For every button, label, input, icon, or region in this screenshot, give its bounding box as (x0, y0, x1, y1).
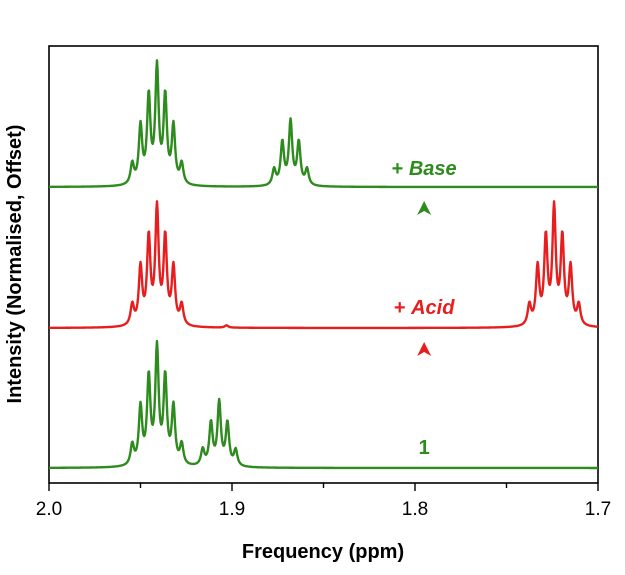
series-label-3: + Base (392, 158, 457, 180)
series-label-part: 1 (419, 437, 430, 459)
plot-frame (48, 45, 599, 484)
arrow-head-2 (417, 201, 432, 215)
x-tick-label: 1.8 (402, 499, 428, 520)
traces-group (48, 59, 599, 470)
series-label-part: Base (409, 158, 457, 180)
trace-labels-group: 1+ Acid+ Base (392, 158, 457, 459)
x-axis-title: Frequency (ppm) (242, 541, 404, 563)
series-line-2 (48, 200, 599, 330)
arrow-head-1 (417, 342, 432, 356)
y-axis-title: Intensity (Normalised, Offset) (4, 125, 26, 404)
series-line-3 (48, 59, 599, 189)
series-label-part: + (392, 158, 409, 180)
series-line-1 (48, 339, 599, 470)
x-tick-label: 1.9 (219, 499, 245, 520)
x-tick-labels-group: 2.0 1.9 1.8 1.7 (36, 499, 611, 520)
arrows-group (417, 201, 432, 428)
series-label-part: Acid (410, 297, 455, 319)
series-label-1: 1 (419, 437, 430, 459)
x-ticks-group (48, 483, 599, 491)
series-label-part: + (394, 297, 411, 319)
x-tick-label: 2.0 (36, 499, 62, 520)
series-label-2: + Acid (394, 297, 455, 319)
x-tick-label: 1.7 (585, 499, 611, 520)
